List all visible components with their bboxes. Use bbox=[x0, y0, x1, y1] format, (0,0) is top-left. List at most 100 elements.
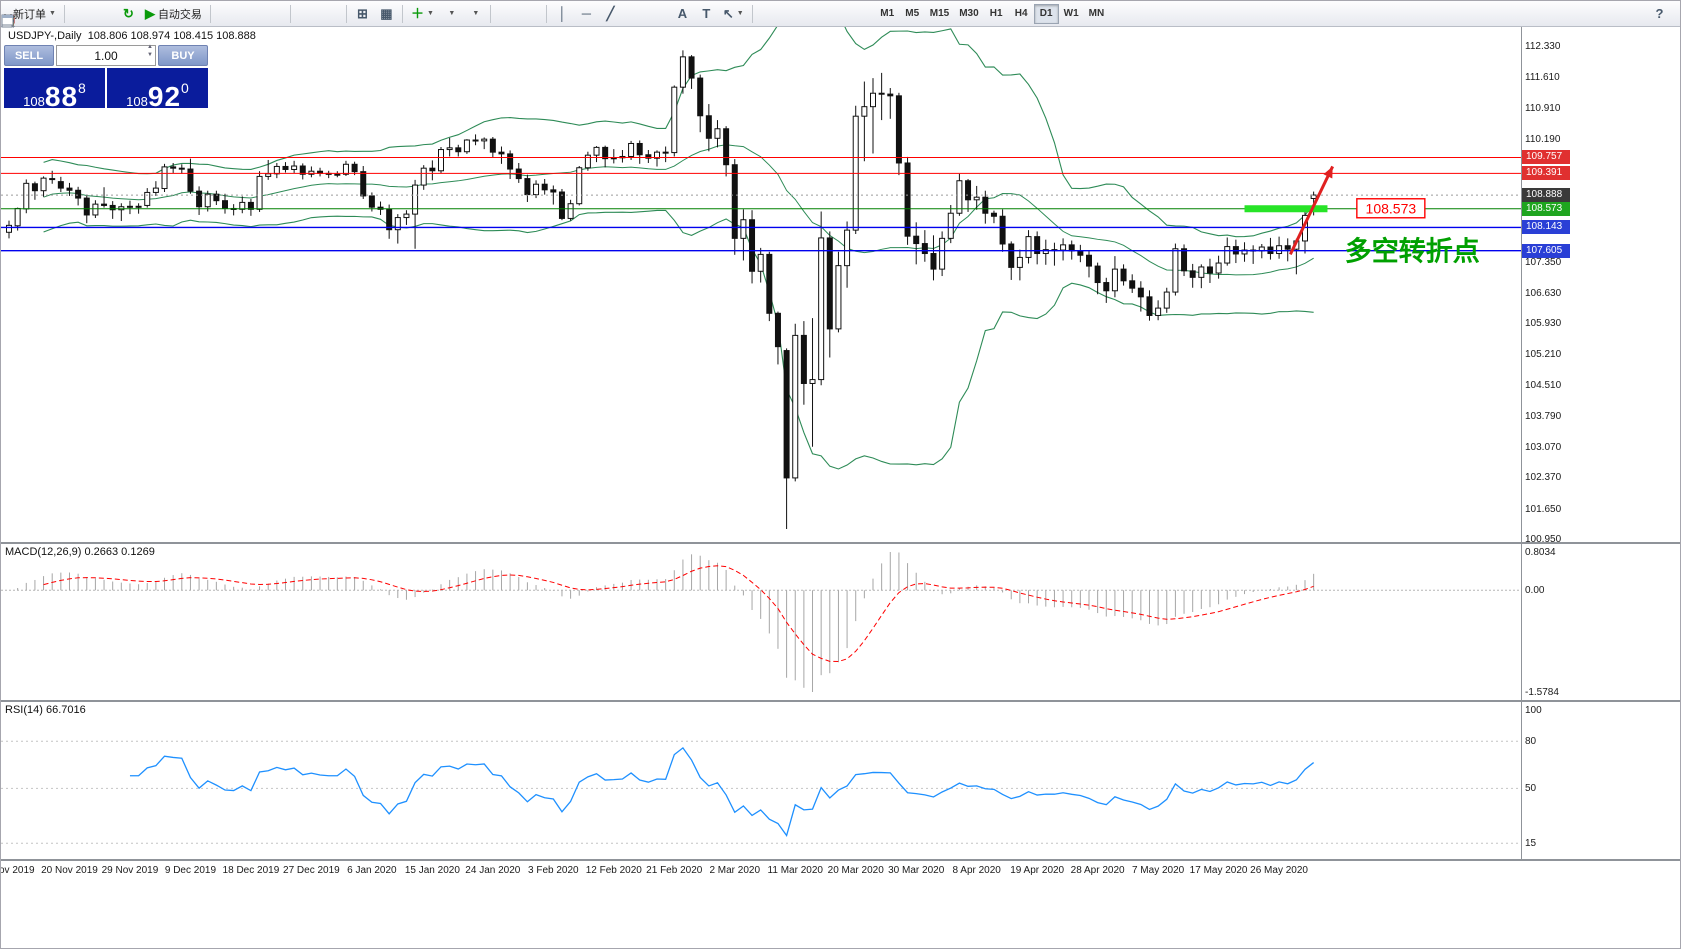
timeframe-m1[interactable]: M1 bbox=[875, 4, 900, 24]
candle-body bbox=[291, 165, 298, 170]
search-button[interactable] bbox=[2, 3, 1562, 28]
candle-body bbox=[774, 312, 781, 348]
cursor-button[interactable] bbox=[4, 3, 518, 27]
window-button[interactable] bbox=[1, 3, 1646, 25]
price-axis-label: 107.350 bbox=[1525, 256, 1562, 268]
candle-body bbox=[377, 206, 384, 210]
price-label-text: 108.573 bbox=[1366, 200, 1417, 216]
lot-size-input[interactable]: 1.00 ▲ ▼ bbox=[56, 44, 156, 66]
spinner-up-icon[interactable]: ▲ bbox=[147, 44, 153, 50]
rsi-axis-label: 100 bbox=[1525, 704, 1542, 716]
candle-body bbox=[446, 147, 453, 151]
templates-button[interactable]: ▼ bbox=[1, 3, 486, 27]
add-indicator-button[interactable]: ＋ ▼ bbox=[407, 3, 438, 25]
macd-panel-canvas[interactable] bbox=[1, 544, 1521, 700]
buy-button[interactable]: BUY bbox=[158, 45, 208, 66]
zoom-in-button[interactable] bbox=[2, 3, 318, 28]
market-watch-button[interactable] bbox=[2, 3, 92, 26]
candle-body bbox=[930, 253, 937, 270]
price-axis-label: 101.650 bbox=[1525, 503, 1562, 515]
autotrade-button[interactable]: ▶ 自动交易 bbox=[141, 3, 206, 25]
candle-body bbox=[1198, 266, 1205, 278]
price-axis-label: 103.070 bbox=[1525, 442, 1562, 454]
tile-windows-button[interactable]: ⊞ bbox=[351, 3, 374, 25]
candle-body bbox=[126, 205, 133, 208]
timeframe-h1[interactable]: H1 bbox=[984, 4, 1009, 24]
rsi-axis-label: 80 bbox=[1525, 736, 1537, 748]
text-label-button[interactable]: T bbox=[695, 3, 718, 25]
candle-body bbox=[645, 154, 652, 159]
timeframe-mn[interactable]: MN bbox=[1084, 4, 1110, 24]
candlestick-chart-button[interactable] bbox=[2, 3, 262, 27]
timeframe-m15[interactable]: M15 bbox=[925, 4, 954, 24]
profiles-button[interactable] bbox=[2, 3, 116, 26]
crosshair-button[interactable] bbox=[2, 3, 542, 27]
sell-price-panel[interactable]: 108888 bbox=[4, 68, 105, 112]
add-indicator-icon: ＋ bbox=[410, 6, 424, 21]
price-label-box bbox=[1356, 198, 1426, 219]
candle-body bbox=[187, 168, 194, 192]
channel-button[interactable] bbox=[1, 3, 646, 26]
bar-chart-button[interactable] bbox=[2, 3, 238, 25]
sell-price-sup: 8 bbox=[78, 80, 86, 96]
panel-splitter[interactable] bbox=[1, 542, 1680, 544]
candle-body bbox=[420, 167, 427, 186]
candle-body bbox=[239, 201, 246, 210]
candle-body bbox=[524, 178, 531, 196]
candle-body bbox=[144, 191, 151, 206]
line-chart-button[interactable] bbox=[1, 3, 286, 25]
candle-body bbox=[386, 208, 393, 231]
price-axis-label: 105.930 bbox=[1525, 318, 1562, 330]
arrange-windows-button[interactable]: ▦ bbox=[375, 3, 398, 25]
candle-body bbox=[965, 180, 972, 201]
docs-button[interactable] bbox=[1, 3, 1537, 27]
rsi-panel-canvas[interactable] bbox=[1, 702, 1521, 859]
candle-body bbox=[723, 128, 730, 166]
candle-body bbox=[878, 92, 885, 95]
trendline-button[interactable]: ╱ bbox=[599, 3, 622, 25]
timeframe-m5[interactable]: M5 bbox=[900, 4, 925, 24]
help-icon: ? bbox=[1655, 6, 1664, 21]
periods-button[interactable]: ▼ bbox=[1, 3, 462, 27]
date-label: 29 Nov 2019 bbox=[101, 865, 159, 876]
text-button[interactable]: A bbox=[671, 3, 694, 25]
arrows-button[interactable]: ↖ ▼ bbox=[719, 3, 748, 25]
candle-body bbox=[1077, 250, 1084, 256]
timeframe-d1[interactable]: D1 bbox=[1033, 3, 1059, 24]
timeframe-w1[interactable]: W1 bbox=[1059, 4, 1084, 24]
help-button[interactable]: ? bbox=[1648, 3, 1671, 25]
buy-price-panel[interactable]: 108920 bbox=[107, 68, 208, 112]
candle-body bbox=[282, 165, 289, 170]
candle-body bbox=[887, 93, 894, 97]
main-chart-canvas[interactable]: 108.573 多空转折点 bbox=[1, 27, 1521, 542]
zoom-out-button[interactable] bbox=[2, 3, 342, 28]
toolbar: 新订单 ▼ ↻ ▶ 自动交易 ⊞ ▦ ＋ ▼ ▼ ▼ │ ─ ╱ A bbox=[1, 1, 1680, 28]
lot-spinner[interactable]: ▲ ▼ bbox=[147, 44, 153, 63]
timeframe-m30[interactable]: M30 bbox=[954, 4, 983, 24]
candle-body bbox=[861, 106, 868, 117]
panel-splitter[interactable] bbox=[1, 700, 1680, 702]
refresh-button[interactable]: ↻ bbox=[117, 3, 140, 25]
candle-body bbox=[947, 212, 954, 239]
spinner-down-icon[interactable]: ▼ bbox=[147, 52, 153, 58]
play-icon: ▶ bbox=[144, 6, 155, 21]
sell-price-big: 88 bbox=[44, 81, 79, 112]
horizontal-line-button[interactable]: ─ bbox=[575, 3, 598, 25]
fibonacci-button[interactable] bbox=[1, 3, 670, 26]
candle-body bbox=[1189, 270, 1196, 278]
candle-body bbox=[999, 215, 1006, 245]
candle-body bbox=[783, 350, 790, 479]
buy-price-big: 92 bbox=[147, 81, 182, 112]
candle-body bbox=[14, 207, 21, 227]
candle-body bbox=[913, 235, 920, 245]
vertical-line-button[interactable]: │ bbox=[551, 3, 574, 25]
candle-body bbox=[904, 162, 911, 237]
candle-body bbox=[1103, 282, 1110, 292]
timeframe-h4[interactable]: H4 bbox=[1009, 4, 1034, 24]
macd-axis-label: 0.8034 bbox=[1525, 547, 1556, 558]
toolbar-separator bbox=[209, 4, 211, 23]
candle-body bbox=[731, 164, 738, 239]
sell-button[interactable]: SELL bbox=[4, 45, 54, 66]
one-click-trading-widget: SELL 1.00 ▲ ▼ BUY 108888 108920 bbox=[4, 44, 208, 112]
candle-body bbox=[161, 166, 168, 190]
